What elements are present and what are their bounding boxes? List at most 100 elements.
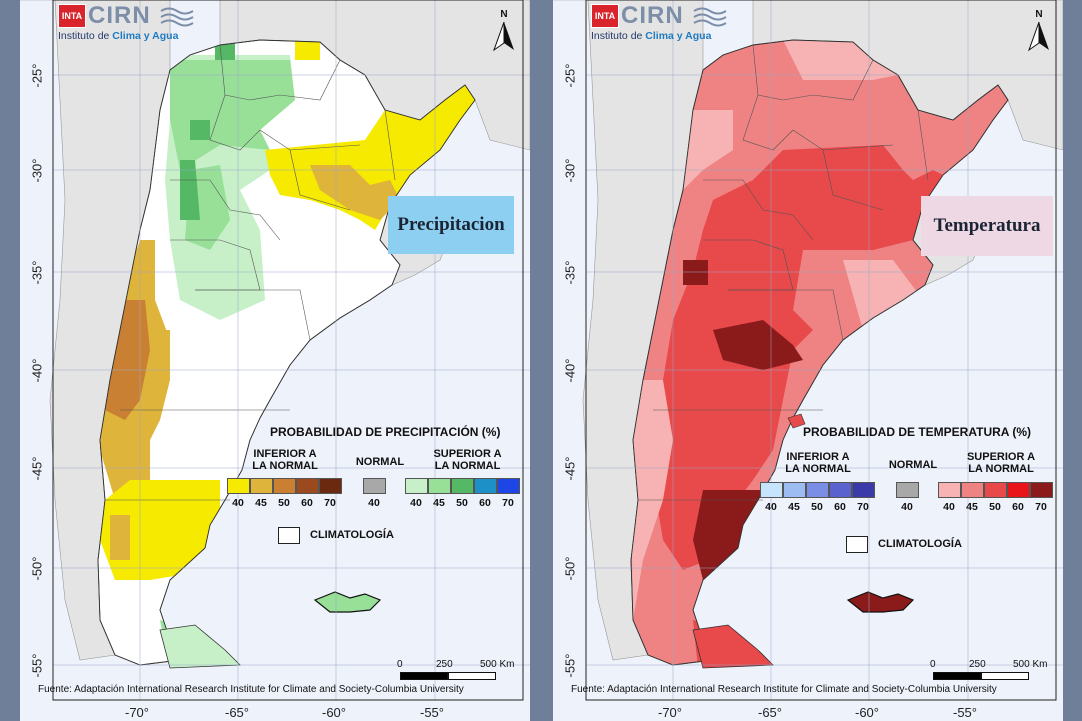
- climatology-box: [846, 536, 868, 553]
- above-swatch: [938, 482, 961, 498]
- above-tick: 40: [410, 497, 422, 509]
- precip-below-label: INFERIOR A LA NORMAL: [252, 448, 318, 472]
- above-swatch: [1030, 482, 1053, 498]
- tierra-del-fuego: [692, 624, 774, 669]
- lat-label: -35°: [562, 260, 578, 285]
- climatology-label: CLIMATOLOGÍA: [878, 538, 962, 550]
- source-credit: Fuente: Adaptación International Researc…: [571, 684, 997, 695]
- scale-bar-black: [400, 672, 448, 680]
- cirn-logo-text: CIRN: [621, 2, 684, 29]
- svg-text:N: N: [500, 9, 507, 20]
- temperature-map: [553, 0, 1063, 721]
- below-tick: 70: [857, 501, 869, 513]
- precipitation-tag: Precipitacion: [388, 196, 514, 254]
- above-tick: 60: [1012, 501, 1024, 513]
- lat-label: -25°: [562, 63, 578, 88]
- normal-swatch: [363, 478, 386, 494]
- lon-label: -65°: [758, 705, 782, 720]
- temp-below-label: INFERIOR A LA NORMAL: [785, 451, 851, 475]
- lat-label: -30°: [562, 158, 578, 183]
- lat-label: -40°: [29, 358, 45, 383]
- below-tick: 50: [811, 501, 823, 513]
- below-swatch: [227, 478, 250, 494]
- precipitation-legend-title: PROBABILIDAD DE PRECIPITACIÓN (%): [270, 425, 501, 439]
- below-swatch: [273, 478, 296, 494]
- temp-above-label: SUPERIOR A LA NORMAL: [966, 451, 1036, 475]
- above-swatch: [405, 478, 428, 494]
- precip-normal-label: NORMAL: [355, 456, 405, 468]
- source-credit: Fuente: Adaptación International Researc…: [38, 684, 464, 695]
- above-swatch: [497, 478, 520, 494]
- inta-logo: INTA: [58, 4, 86, 28]
- below-swatch: [806, 482, 829, 498]
- lon-label: -70°: [125, 705, 149, 720]
- logo-subtitle: Instituto de Clima y Agua: [58, 30, 179, 42]
- above-swatch: [984, 482, 1007, 498]
- above-tick: 45: [433, 497, 445, 509]
- lon-label: -60°: [322, 705, 346, 720]
- above-swatch: [428, 478, 451, 494]
- below-tick: 50: [278, 497, 290, 509]
- below-tick: 45: [255, 497, 267, 509]
- precipitation-map: [20, 0, 530, 721]
- climatology-label: CLIMATOLOGÍA: [310, 529, 394, 541]
- above-swatch: [474, 478, 497, 494]
- lat-label: -40°: [562, 358, 578, 383]
- normal-tick: 40: [368, 497, 380, 509]
- above-tick: 60: [479, 497, 491, 509]
- province-borders: [638, 44, 929, 501]
- lon-label: -60°: [855, 705, 879, 720]
- below-tick: 60: [301, 497, 313, 509]
- scale-bar-white: [981, 672, 1029, 680]
- waves-icon: [693, 7, 727, 27]
- normal-swatch: [896, 482, 919, 498]
- lat-label: -35°: [29, 260, 45, 285]
- lat-label: -45°: [562, 456, 578, 481]
- scale-label-250: 250: [436, 659, 453, 670]
- scale-label-500: 500 Km: [1013, 659, 1048, 670]
- above-tick: 45: [966, 501, 978, 513]
- temp-normal-label: NORMAL: [888, 459, 938, 471]
- waves-icon: [160, 7, 194, 27]
- above-swatch: [451, 478, 474, 494]
- north-arrow-icon: N: [1028, 9, 1049, 52]
- precip-above-label: SUPERIOR A LA NORMAL: [433, 448, 502, 472]
- below-swatch: [296, 478, 319, 494]
- above-swatch: [1007, 482, 1030, 498]
- above-tick: 70: [502, 497, 514, 509]
- lon-label: -65°: [225, 705, 249, 720]
- scale-bar-white: [448, 672, 496, 680]
- cirn-logo-text: CIRN: [88, 2, 151, 29]
- scale-label-0: 0: [397, 659, 403, 670]
- above-tick: 70: [1035, 501, 1047, 513]
- below-tick: 60: [834, 501, 846, 513]
- below-tick: 45: [788, 501, 800, 513]
- lat-label: -25°: [29, 63, 45, 88]
- above-tick: 40: [943, 501, 955, 513]
- below-swatch: [760, 482, 783, 498]
- province-borders: [105, 44, 396, 501]
- temperature-tag: Temperatura: [921, 196, 1053, 256]
- below-tick: 70: [324, 497, 336, 509]
- below-swatch: [852, 482, 875, 498]
- lat-label: -55°: [29, 653, 45, 678]
- below-swatch: [250, 478, 273, 494]
- normal-tick: 40: [901, 501, 913, 513]
- inta-logo: INTA: [591, 4, 619, 28]
- lat-label: -50°: [562, 556, 578, 581]
- lon-label: -55°: [420, 705, 444, 720]
- below-swatch: [829, 482, 852, 498]
- below-tick: 40: [765, 501, 777, 513]
- svg-text:N: N: [1035, 9, 1042, 20]
- lon-label: -55°: [953, 705, 977, 720]
- lat-label: -45°: [29, 456, 45, 481]
- logo-subtitle: Instituto de Clima y Agua: [591, 30, 712, 42]
- scale-bar-black: [933, 672, 981, 680]
- graticule: [53, 0, 530, 700]
- malvinas-islands: [313, 591, 382, 613]
- below-swatch: [319, 478, 342, 494]
- temperature-legend-title: PROBABILIDAD DE TEMPERATURA (%): [803, 425, 1031, 439]
- cirn-logo: INTA CIRN Instituto de Clima y Agua: [58, 2, 218, 44]
- lat-label: -55°: [562, 653, 578, 678]
- island: [787, 413, 806, 429]
